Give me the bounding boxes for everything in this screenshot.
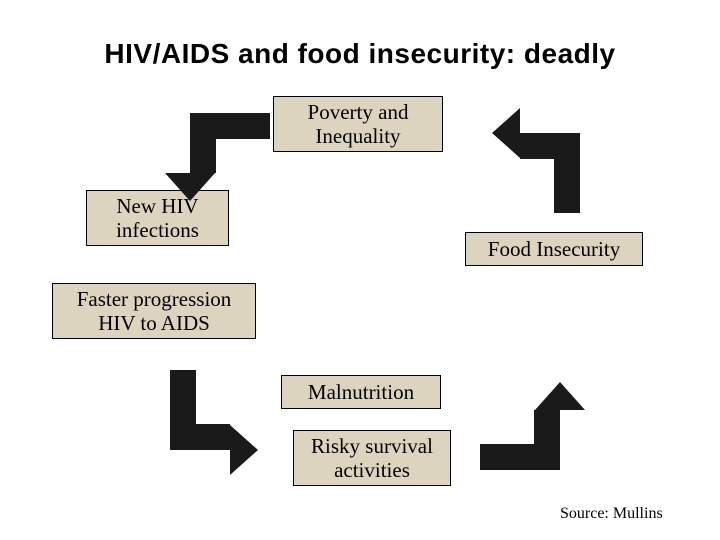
node-poverty: Poverty andInequality <box>273 96 443 152</box>
arrow-bottom-right <box>480 370 590 480</box>
node-label: Food Insecurity <box>488 237 620 261</box>
node-label: Poverty andInequality <box>308 100 409 148</box>
node-foodins: Food Insecurity <box>465 232 643 266</box>
arrow-top-left <box>160 103 270 213</box>
node-label: Malnutrition <box>308 380 414 404</box>
node-label: Risky survivalactivities <box>311 434 433 482</box>
node-label: Faster progressionHIV to AIDS <box>77 287 232 335</box>
arrow-top-right <box>480 103 590 213</box>
page-title: HIV/AIDS and food insecurity: deadly <box>0 38 720 70</box>
source-credit: Source: Mullins <box>560 505 663 523</box>
arrow-bottom-left <box>160 370 270 480</box>
node-risky: Risky survivalactivities <box>293 430 451 486</box>
node-malnut: Malnutrition <box>281 375 441 409</box>
node-faster: Faster progressionHIV to AIDS <box>52 283 256 339</box>
